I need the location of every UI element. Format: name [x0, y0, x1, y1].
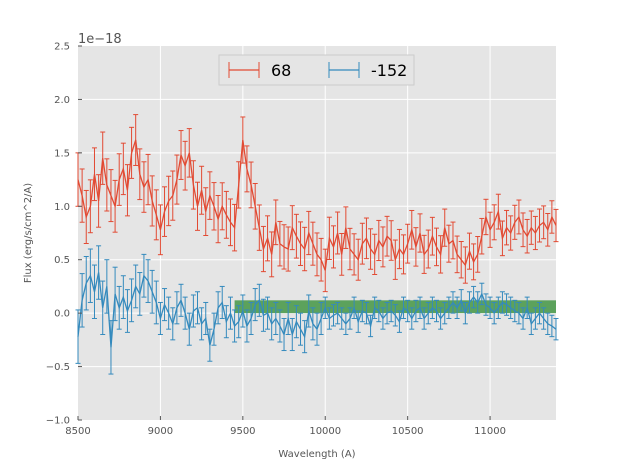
y-tick-label: 2.0: [54, 95, 70, 106]
y-tick-label: 0.5: [54, 255, 70, 266]
legend-label-68: 68: [271, 61, 291, 80]
y-tick-label: 0.0: [54, 309, 70, 320]
series-layer: [75, 114, 559, 375]
axis-layer: 8500 9000 9500 10000 10500 11000 −1.0 −0.5 0.0 0.…: [46, 42, 506, 438]
legend-swatch-68: [228, 62, 260, 78]
legend-item-68: 68: [228, 61, 291, 80]
y-axis-label: Flux (erg/s/cm^2/A): [23, 183, 34, 283]
x-axis-label: Wavelength (A): [278, 449, 355, 460]
y-tick-label: 2.5: [54, 42, 70, 53]
y-offset-label: 1e−18: [78, 32, 122, 47]
y-tick-label: 1.5: [54, 148, 70, 159]
x-tick-label: 8500: [65, 426, 90, 437]
series-line: [77, 272, 557, 348]
y-tick-label: −1.0: [46, 416, 70, 427]
x-tick-label: 10500: [392, 426, 424, 437]
series-line: [77, 139, 557, 271]
x-tick-label: 11000: [474, 426, 506, 437]
x-tick-label: 9500: [230, 426, 255, 437]
legend-label-152: -152: [371, 61, 407, 80]
x-tick-label: 9000: [148, 426, 173, 437]
legend-item-152: -152: [328, 61, 407, 80]
legend: 68 -152: [218, 54, 415, 86]
grid-lines: [78, 46, 556, 420]
legend-swatch-152: [328, 62, 360, 78]
x-tick-label: 10000: [309, 426, 341, 437]
series-0: [75, 114, 559, 293]
y-tick-label: 1.0: [54, 202, 70, 213]
series-1: [75, 245, 559, 375]
y-tick-label: −0.5: [46, 362, 70, 373]
